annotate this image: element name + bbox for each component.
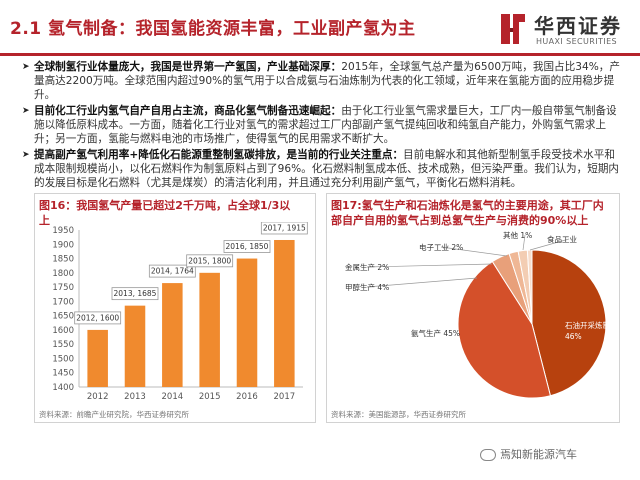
figure-17-title: 图17:氢气生产和石油炼化是氢气的主要用途，其工厂内 部自产自用的氢气占到总氢气…	[331, 198, 604, 228]
bullet-item: ➤ 目前化工行业内氢气自产自用占主流，商品化氢气制备迅速崛起：由于化工行业氢气需…	[22, 104, 624, 146]
figure-17-panel: 图17:氢气生产和石油炼化是氢气的主要用途，其工厂内 部自产自用的氢气占到总氢气…	[326, 193, 620, 423]
bar	[162, 283, 183, 387]
bullet-body: 2015年，全球氢气总产量为6500万吨，我国占比34%，产量高达2200万吨。…	[34, 61, 620, 101]
y-tick-label: 1750	[52, 283, 74, 293]
leader-line	[366, 263, 493, 268]
x-tick-label: 2015	[199, 392, 221, 402]
y-tick-label: 1450	[52, 369, 74, 379]
y-tick-label: 1800	[52, 269, 74, 279]
pie-chart: 石油开采炼制 46% 氨气生产 45% 甲醇生产 4% 金属生产 2% 电子工业 2% 其他…	[345, 230, 610, 399]
slice-label: 其他 1%	[503, 230, 532, 240]
pie-slice	[531, 249, 607, 397]
data-label: 2014, 1764	[151, 267, 194, 276]
data-label-box	[74, 311, 122, 325]
data-label-box	[186, 254, 234, 268]
slice-label: 金属生产 2%	[345, 262, 389, 272]
y-tick-label: 1550	[52, 340, 74, 350]
figure-16-panel: 图16：我国氢气产量已超过2千万吨，占全球1/3以 上 1400 1450 1500…	[34, 193, 316, 423]
page-title: 2.1 氢气制备：我国氢能资源丰富，工业副产氢为主	[10, 19, 416, 39]
bar	[199, 272, 220, 387]
slice-label: 电子工业 2%	[419, 242, 463, 252]
y-tick-label: 1600	[52, 326, 74, 336]
data-label: 2015, 1800	[188, 256, 231, 265]
figure-16-title-line1: 图16：我国氢气产量已超过2千万吨，占全球1/3以	[39, 199, 291, 212]
bullet-body: 由于化工行业氢气需求量巨大，工厂内一般自带氢气制备设施以降低原料成本。一方面，随…	[34, 105, 617, 145]
leader-line	[366, 277, 478, 288]
y-tick-label: 1900	[52, 240, 74, 250]
pie-slice	[457, 260, 552, 399]
data-label-box	[223, 240, 271, 253]
data-label: 2013, 1685	[114, 289, 157, 298]
x-tick-label: 2014	[162, 392, 184, 402]
x-tick-label: 2017	[274, 392, 296, 402]
wechat-watermark: 焉知新能源汽车	[480, 446, 577, 462]
bar	[236, 258, 258, 387]
bullet-heading: 全球制氢行业体量庞大，我国是世界第一产氢国，产业基础深厚：	[34, 61, 342, 73]
y-tick-label: 1500	[52, 354, 74, 364]
y-tick-label: 1700	[52, 297, 74, 307]
slice-label: 石油开采炼制	[565, 320, 610, 330]
data-label-box	[111, 287, 159, 301]
data-label-box	[148, 264, 196, 278]
slice-label: 甲醇生产 4%	[345, 282, 389, 292]
data-label: 2012, 1600	[76, 313, 119, 322]
leader-line	[522, 234, 526, 251]
figure-17-title-line2: 部自产自用的氢气占到总氢气生产与消费的90%以上	[331, 214, 589, 227]
data-label: 2017, 1915	[263, 223, 306, 232]
bullet-heading: 目前化工行业内氢气自产自用占主流，商品化氢气制备迅速崛起：	[34, 105, 342, 117]
slice-label: 46%	[565, 332, 582, 341]
figure-17-title-line1: 图17:氢气生产和石油炼化是氢气的主要用途，其工厂内	[331, 199, 604, 212]
pie-slice	[526, 249, 533, 325]
slice-label: 氨气生产 45%	[411, 328, 460, 338]
watermark-text: 焉知新能源汽车	[500, 448, 577, 461]
bullet-arrow-icon: ➤	[22, 150, 30, 160]
huaxi-logo-icon	[498, 10, 528, 48]
figure-16-title: 图16：我国氢气产量已超过2千万吨，占全球1/3以 上	[39, 198, 290, 228]
x-tick-label: 2016	[236, 392, 258, 402]
figure-17-source: 资料来源：美国能源部，华西证券研究所	[331, 410, 466, 419]
data-label-box	[260, 222, 308, 235]
y-tick-label: 1400	[52, 383, 74, 393]
title-divider	[0, 53, 640, 56]
bar	[87, 329, 108, 387]
figure-16-title-line2: 上	[39, 214, 50, 227]
wechat-icon	[480, 449, 496, 461]
bar	[124, 305, 146, 387]
bullet-body: 目前电解水和其他新型制氢手段受技术水平和成本限制规模尚小，以化石燃料作为制氢原料…	[34, 149, 620, 189]
y-tick-label: 1950	[52, 226, 74, 236]
logo-name-en: HUAXI SECURITIES	[536, 37, 617, 46]
bullet-arrow-icon: ➤	[22, 62, 30, 72]
bar-chart: 1400 1450 1500 1550 1600 1650 1700 1750 1800 1850…	[52, 222, 308, 402]
y-tick-label: 1850	[52, 255, 74, 265]
bullet-arrow-icon: ➤	[22, 106, 30, 116]
company-logo: 华西证券 HUAXI SECURITIES	[498, 10, 636, 50]
bullet-item: ➤ 全球制氢行业体量庞大，我国是世界第一产氢国，产业基础深厚：2015年，全球氢…	[22, 60, 624, 102]
data-label: 2016, 1850	[226, 242, 269, 251]
leader-line	[529, 238, 570, 251]
y-tick-label: 1650	[52, 312, 74, 322]
bullet-heading: 提高副产氢气利用率+降低化石能源重整制氢碳排放，是当前的行业关注重点：	[34, 149, 404, 161]
x-tick-label: 2013	[124, 392, 146, 402]
slice-label: 食品工业	[547, 234, 577, 244]
bar	[274, 239, 295, 387]
x-tick-label: 2012	[87, 392, 109, 402]
bullet-item: ➤ 提高副产氢气利用率+降低化石能源重整制氢碳排放，是当前的行业关注重点：目前电…	[22, 148, 624, 190]
leader-line	[440, 246, 508, 257]
figure-16-source: 资料来源：前瞻产业研究院，华西证券研究所	[39, 410, 189, 419]
logo-name-cn: 华西证券	[534, 14, 622, 38]
bullet-list: ➤ 全球制氢行业体量庞大，我国是世界第一产氢国，产业基础深厚：2015年，全球氢…	[22, 60, 624, 192]
